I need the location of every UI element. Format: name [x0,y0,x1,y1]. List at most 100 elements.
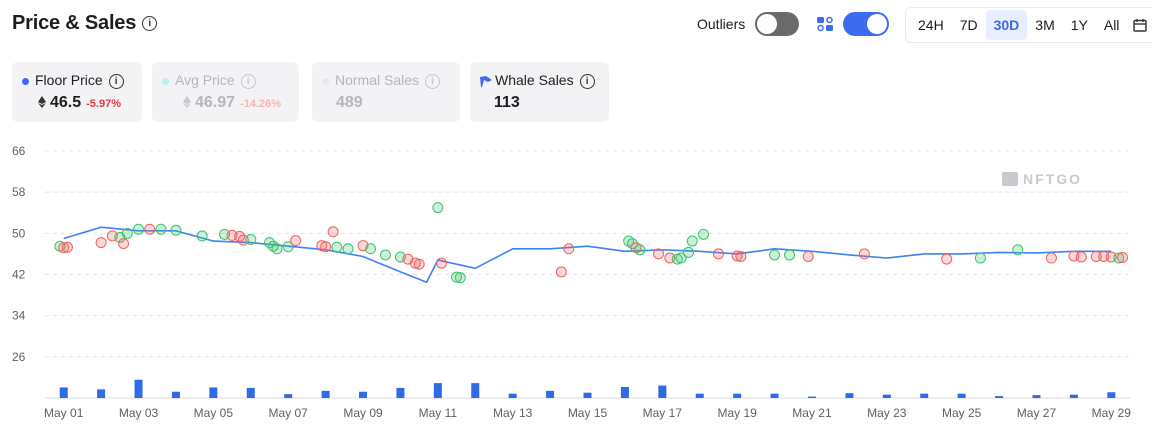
whale-sales-label: Whale Sales i [480,72,595,89]
avg-price-label-text: Avg Price [175,72,235,88]
sale-point [653,248,665,260]
grid-lines [45,150,1130,399]
whale-sales-card[interactable]: Whale Sales i 113 [470,62,609,122]
info-icon[interactable]: i [579,73,595,89]
whale-toggle[interactable] [843,12,889,36]
outliers-label: Outliers [697,16,746,32]
sale-point [133,223,145,235]
sale-point [432,202,444,214]
x-tick-label: May 03 [119,406,159,420]
sale-point [155,223,167,235]
volume-bar [957,393,966,398]
whale-filter-icon [817,16,833,32]
floor-price-line-group [63,226,1112,284]
sale-point [683,246,695,258]
sale-point [271,243,283,255]
sale-point [61,241,73,253]
volume-bar [695,393,704,398]
y-tick-label: 42 [12,268,26,282]
x-tick-label: May 17 [643,406,683,420]
range-30d[interactable]: 30D [985,10,1028,40]
sale-point [712,248,724,260]
sale-point [327,226,339,238]
nftgo-logo-icon [1002,172,1018,186]
whale-sales-value: 113 [494,94,520,111]
sale-point [342,243,354,255]
time-range-selector: 24H 7D 30D 3M 1Y All [905,7,1152,43]
sale-point [121,227,133,239]
range-3m[interactable]: 3M [1035,17,1055,33]
sale-point [1075,251,1087,263]
info-icon[interactable]: i [240,73,256,89]
x-tick-label: May 09 [343,406,383,420]
volume-bar [471,383,480,398]
eth-icon [38,96,46,108]
volume-bar [882,394,891,398]
x-tick-label: May 05 [194,406,234,420]
sale-point [858,248,870,260]
eth-icon [183,96,191,108]
info-icon[interactable]: i [425,73,441,89]
normal-sales-card[interactable]: Normal Sales i 489 [312,62,460,122]
sales-points [54,202,1129,284]
volume-bar [546,390,555,398]
range-all[interactable]: All [1103,17,1120,33]
floor-price-card[interactable]: Floor Price i 46.5 -5.97% [12,62,142,122]
sale-point [118,238,130,250]
volume-bar [284,394,293,398]
range-24h[interactable]: 24H [918,17,944,33]
x-tick-label: May 19 [717,406,757,420]
watermark-text: NFTGO [1023,171,1082,187]
chart-header: Price & Sales i Outliers 24H 7D 30D 3M 1Y… [0,0,1152,52]
sale-point [784,249,796,261]
floor-price-value: 46.5 -5.97% [38,94,121,112]
info-icon[interactable]: i [108,73,124,89]
sale-point [436,257,448,269]
sale-point [686,235,698,247]
range-1y[interactable]: 1Y [1070,17,1088,33]
sale-point [1113,252,1125,264]
sale-point [1117,252,1129,264]
x-tick-label: May 01 [44,406,84,420]
volume-bar [620,386,629,398]
whale-icon [480,75,492,87]
page-title: Price & Sales i [12,12,158,35]
sale-point [331,241,343,253]
sale-point [802,250,814,262]
floor-price-label: Floor Price i [22,72,124,89]
info-icon[interactable]: i [142,16,158,32]
x-tick-label: May 07 [269,406,309,420]
calendar-icon[interactable] [1133,18,1148,32]
sale-point [1012,244,1024,256]
volume-bar [1069,394,1078,398]
x-tick-label: May 25 [942,406,982,420]
whale-sales-label-text: Whale Sales [495,72,574,88]
volume-bar [134,379,143,398]
normal-sales-label-text: Normal Sales [335,72,420,88]
range-7d[interactable]: 7D [959,17,978,33]
x-tick-label: May 29 [1092,406,1132,420]
sale-point [735,250,747,262]
sale-point [282,241,294,253]
volume-bar [845,393,854,398]
sale-point [974,252,986,264]
floor-price-label-text: Floor Price [35,72,103,88]
volume-bar [359,391,368,398]
volume-bar [770,393,779,398]
sale-point [451,271,463,283]
x-tick-label: May 23 [867,406,907,420]
volume-bar [321,390,330,398]
volume-bar [209,387,218,398]
sale-point [413,258,425,270]
avg-price-change: -14.26% [240,98,282,110]
nftgo-watermark: NFTGO [1002,171,1082,187]
x-tick-label: May 11 [419,406,458,420]
floor-price-number: 46.5 [50,94,82,111]
x-tick-label: May 13 [493,406,533,420]
outliers-toggle[interactable] [755,12,799,36]
volume-bar [171,391,180,398]
x-tick-label: May 21 [792,406,832,420]
avg-price-card[interactable]: Avg Price i 46.97 -14.26% [152,62,299,122]
volume-bars [59,379,1116,398]
